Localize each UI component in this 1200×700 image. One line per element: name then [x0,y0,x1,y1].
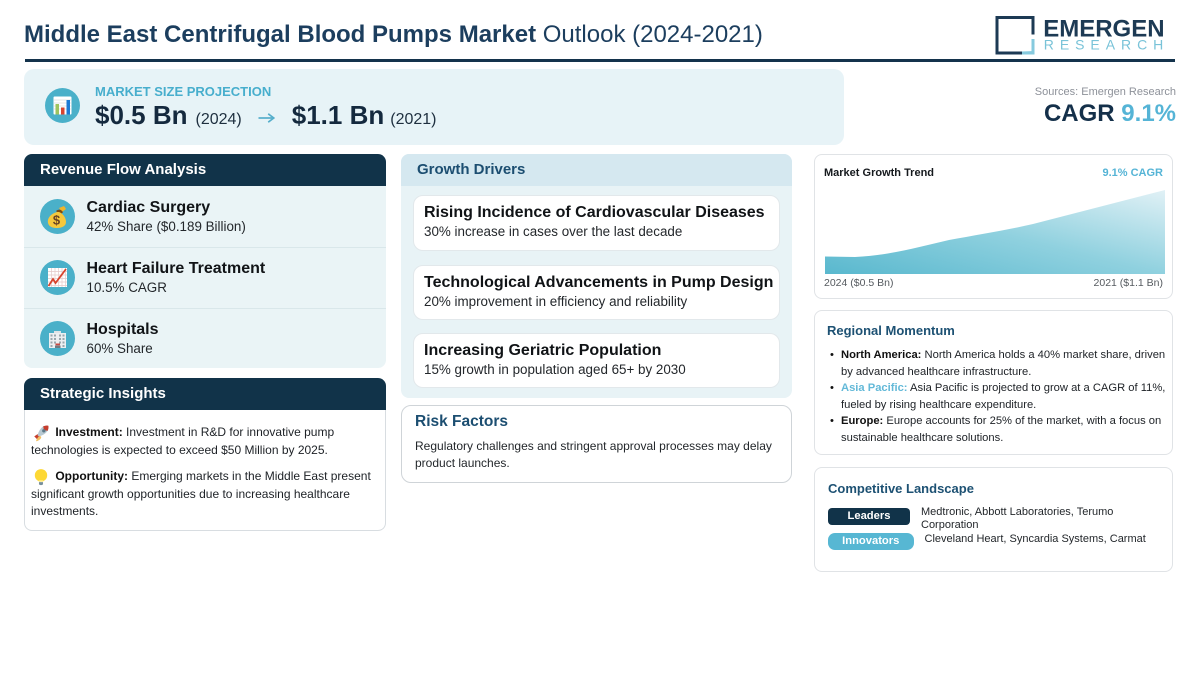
svg-text:$: $ [53,212,61,227]
svg-text:RESEARCH: RESEARCH [1044,37,1169,53]
svg-text:EMERGEN: EMERGEN [1043,16,1164,43]
